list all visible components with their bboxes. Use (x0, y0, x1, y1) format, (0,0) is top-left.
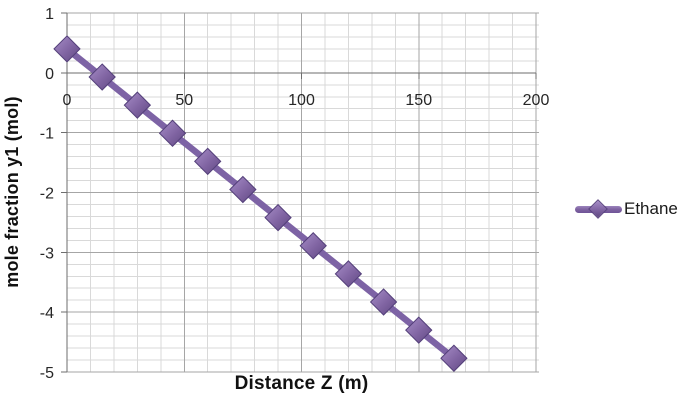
legend[interactable]: Ethane (575, 197, 678, 221)
data-point-marker[interactable] (158, 119, 187, 147)
x-tick-label: 0 (63, 92, 72, 109)
data-point-marker[interactable] (193, 147, 222, 176)
data-point-marker[interactable] (369, 288, 398, 316)
y-tick-label: -1 (40, 126, 54, 143)
data-point-marker[interactable] (229, 175, 257, 204)
data-point-marker[interactable] (264, 203, 292, 232)
y-tick-label: 0 (45, 66, 54, 83)
data-point-marker[interactable] (299, 232, 327, 260)
data-point-marker[interactable] (405, 316, 433, 344)
y-axis-title: mole fraction y1 (mol) (2, 96, 22, 288)
y-tick-label: -5 (40, 365, 54, 382)
x-tick-label: 150 (405, 92, 432, 109)
legend-diamond-icon (588, 198, 608, 219)
data-point-marker[interactable] (123, 91, 152, 119)
legend-line-sample (575, 198, 622, 219)
x-tick-label: 100 (288, 92, 315, 109)
x-axis-title: Distance Z (m) (234, 373, 369, 394)
y-tick-label: -3 (40, 245, 54, 262)
data-point-marker[interactable] (88, 63, 116, 91)
x-tick-label: 200 (523, 92, 550, 109)
y-tick-label: -2 (40, 186, 54, 203)
x-tick-label: 50 (175, 92, 193, 109)
legend-label: Ethane (624, 199, 678, 218)
y-tick-label: 1 (45, 6, 54, 23)
data-point-marker[interactable] (334, 260, 363, 288)
y-tick-label: -4 (40, 305, 54, 322)
data-point-marker[interactable] (53, 35, 81, 63)
data-point-marker[interactable] (440, 344, 468, 372)
